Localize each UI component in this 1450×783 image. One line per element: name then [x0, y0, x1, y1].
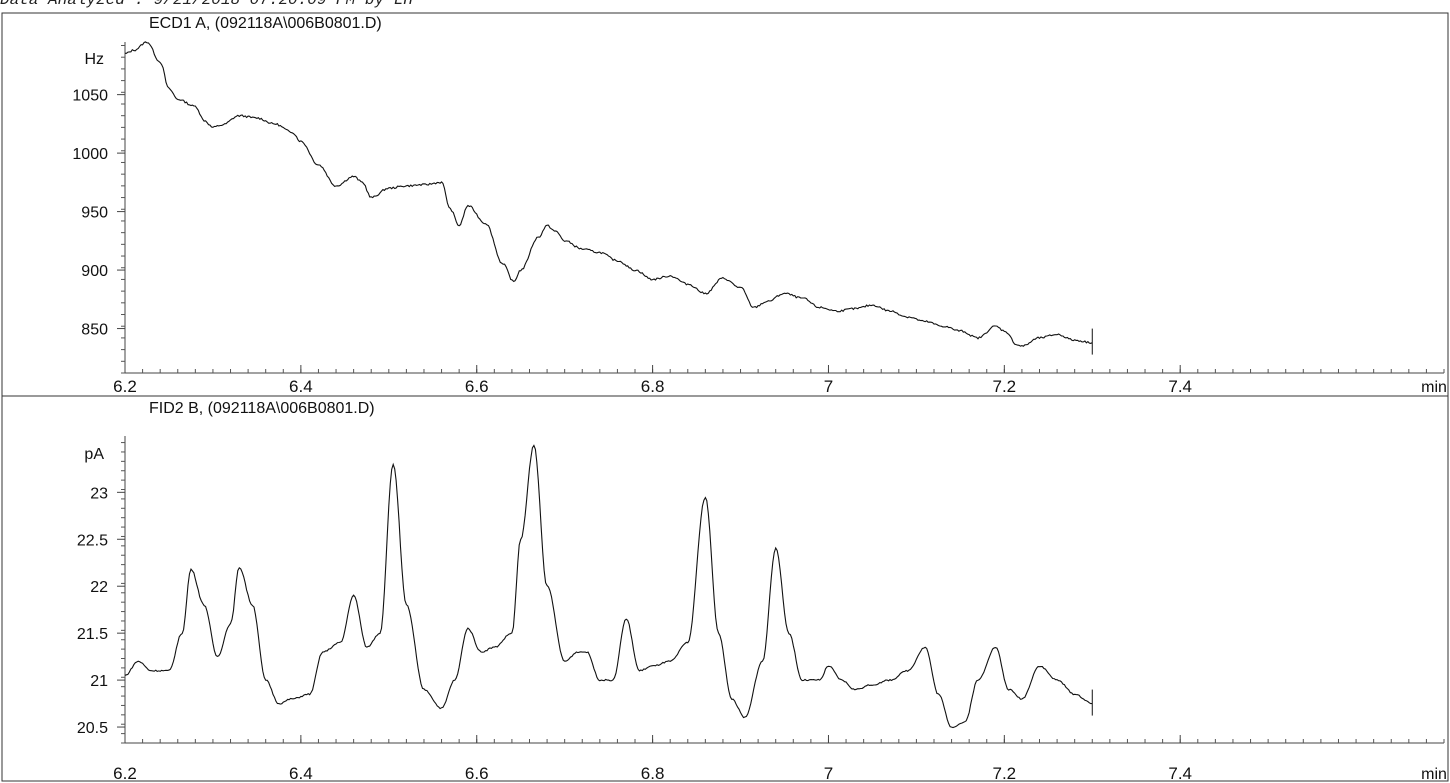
ecd1-x-tick-label: 6.2	[113, 377, 137, 396]
ecd1-x-tick-label: 7.2	[993, 377, 1017, 396]
ecd1-y-tick-label: 900	[81, 263, 108, 280]
ecd1-x-tick-label: 7.4	[1168, 377, 1192, 396]
fid2-panel: FID2 B, (092118A\006B0801.D) pA min 6.2 6…	[1, 395, 1449, 783]
fid2-x-tick-label: 7.2	[993, 764, 1017, 783]
fid2-frame	[1, 395, 1449, 782]
fid2-series-line	[124, 444, 1093, 729]
ecd1-series-line	[125, 41, 1093, 347]
ecd1-x-tick-label: 7	[824, 377, 833, 396]
fid2-y-tick-label: 20.5	[77, 720, 108, 737]
ecd1-y-tick-label: 950	[81, 205, 108, 222]
report-header: Data Analyzed : 9/21/2018 07:20:09 PM by…	[0, 0, 413, 9]
fid2-x-tick-label: 7.4	[1168, 764, 1192, 783]
fid2-y-tick-label: 22.5	[77, 532, 108, 549]
fid2-xlabel: min	[1421, 766, 1447, 783]
fid2-title: FID2 B, (092118A\006B0801.D)	[149, 400, 375, 417]
ecd1-panel: ECD1 A, (092118A\006B0801.D) Hz min 6.2 6…	[1, 12, 1449, 397]
fid2-x-tick-label: 6.6	[465, 764, 489, 783]
fid2-x-tick-label: 6.2	[113, 764, 137, 783]
fid2-y-tick-label: 21.5	[77, 626, 108, 643]
fid2-y-tick-label: 21	[90, 673, 108, 690]
ecd1-y-tick-label: 1000	[72, 146, 108, 163]
ecd1-y-tick-label: 1050	[72, 88, 108, 105]
fid2-x-tick-label: 6.8	[641, 764, 665, 783]
ecd1-x-tick-label: 6.8	[641, 377, 665, 396]
ecd1-x-tick-label: 6.6	[465, 377, 489, 396]
ecd1-frame	[1, 12, 1449, 397]
fid2-x-tick-label: 6.4	[289, 764, 313, 783]
ecd1-ticks: 6.2 6.4 6.6 6.8 7 7.2 7.4 1050 1000 950 900 850	[72, 45, 1445, 396]
fid2-ylabel: pA	[84, 446, 104, 463]
ecd1-xlabel: min	[1421, 379, 1447, 396]
ecd1-y-tick-label: 850	[81, 322, 108, 339]
fid2-y-tick-label: 22	[90, 579, 108, 596]
fid2-y-tick-label: 23	[90, 485, 108, 502]
ecd1-title: ECD1 A, (092118A\006B0801.D)	[149, 15, 382, 32]
fid2-ticks: 6.2 6.4 6.6 6.8 7 7.2 7.4 23 22.5 22 21.5 21 20.5	[77, 442, 1445, 783]
fid2-x-tick-label: 7	[824, 764, 833, 783]
ecd1-x-tick-label: 6.4	[289, 377, 313, 396]
ecd1-ylabel: Hz	[84, 51, 104, 68]
